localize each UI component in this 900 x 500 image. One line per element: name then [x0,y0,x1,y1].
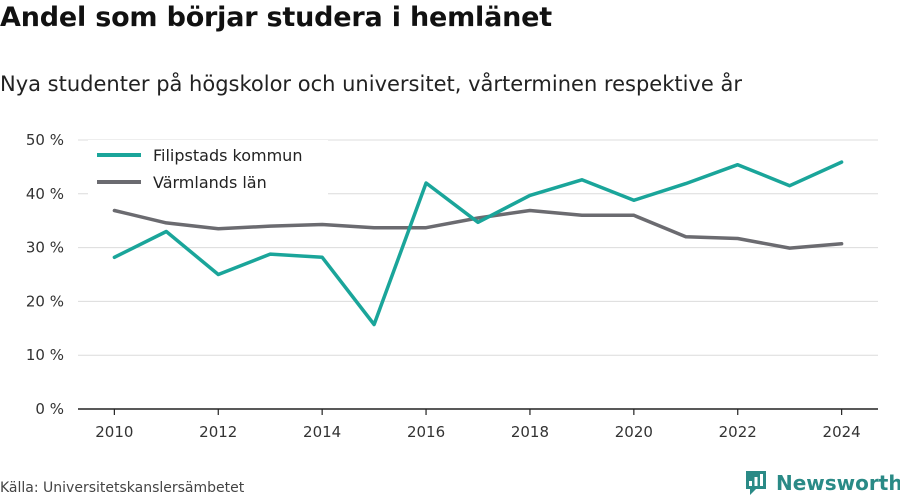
y-axis-ticks: 0 % 10 % 20 % 30 % 40 % 50 % [26,131,64,418]
x-tick-label: 2022 [719,423,757,441]
x-tick-label: 2018 [511,423,549,441]
x-tick-label: 2020 [615,423,653,441]
y-tick-label: 40 % [26,185,64,203]
line-chart: 0 % 10 % 20 % 30 % 40 % 50 % 2010 2012 2014 2016… [26,131,878,441]
x-axis: 2010 2012 2014 2016 2018 2020 2022 2024 [78,408,878,441]
legend: Filipstads kommun Värmlands län [88,140,328,196]
y-tick-label: 10 % [26,346,64,364]
legend-background [88,140,328,196]
y-tick-label: 50 % [26,131,64,149]
series-line-0 [112,160,844,327]
x-tick-label: 2014 [303,423,341,441]
chart-subtitle: Nya studenter på högskolor och universit… [0,72,742,96]
newsworthy-brand[interactable]: Newsworthy [744,468,900,498]
x-tick-label: 2010 [95,423,133,441]
series-line-1 [112,208,844,250]
series-lines [112,160,844,327]
x-tick-label: 2024 [823,423,861,441]
brand-name: Newsworthy [776,471,900,495]
chart-title: Andel som börjar studera i hemlänet [0,2,552,33]
y-tick-label: 0 % [35,400,64,418]
source-note: Källa: Universitetskanslersämbetet [0,480,245,496]
x-tick-label: 2012 [199,423,237,441]
legend-label: Värmlands län [153,173,267,192]
x-tick-label: 2016 [407,423,445,441]
y-tick-label: 30 % [26,239,64,257]
y-tick-label: 20 % [26,292,64,310]
legend-label: Filipstads kommun [153,146,302,165]
newsworthy-logo-icon [746,471,766,495]
